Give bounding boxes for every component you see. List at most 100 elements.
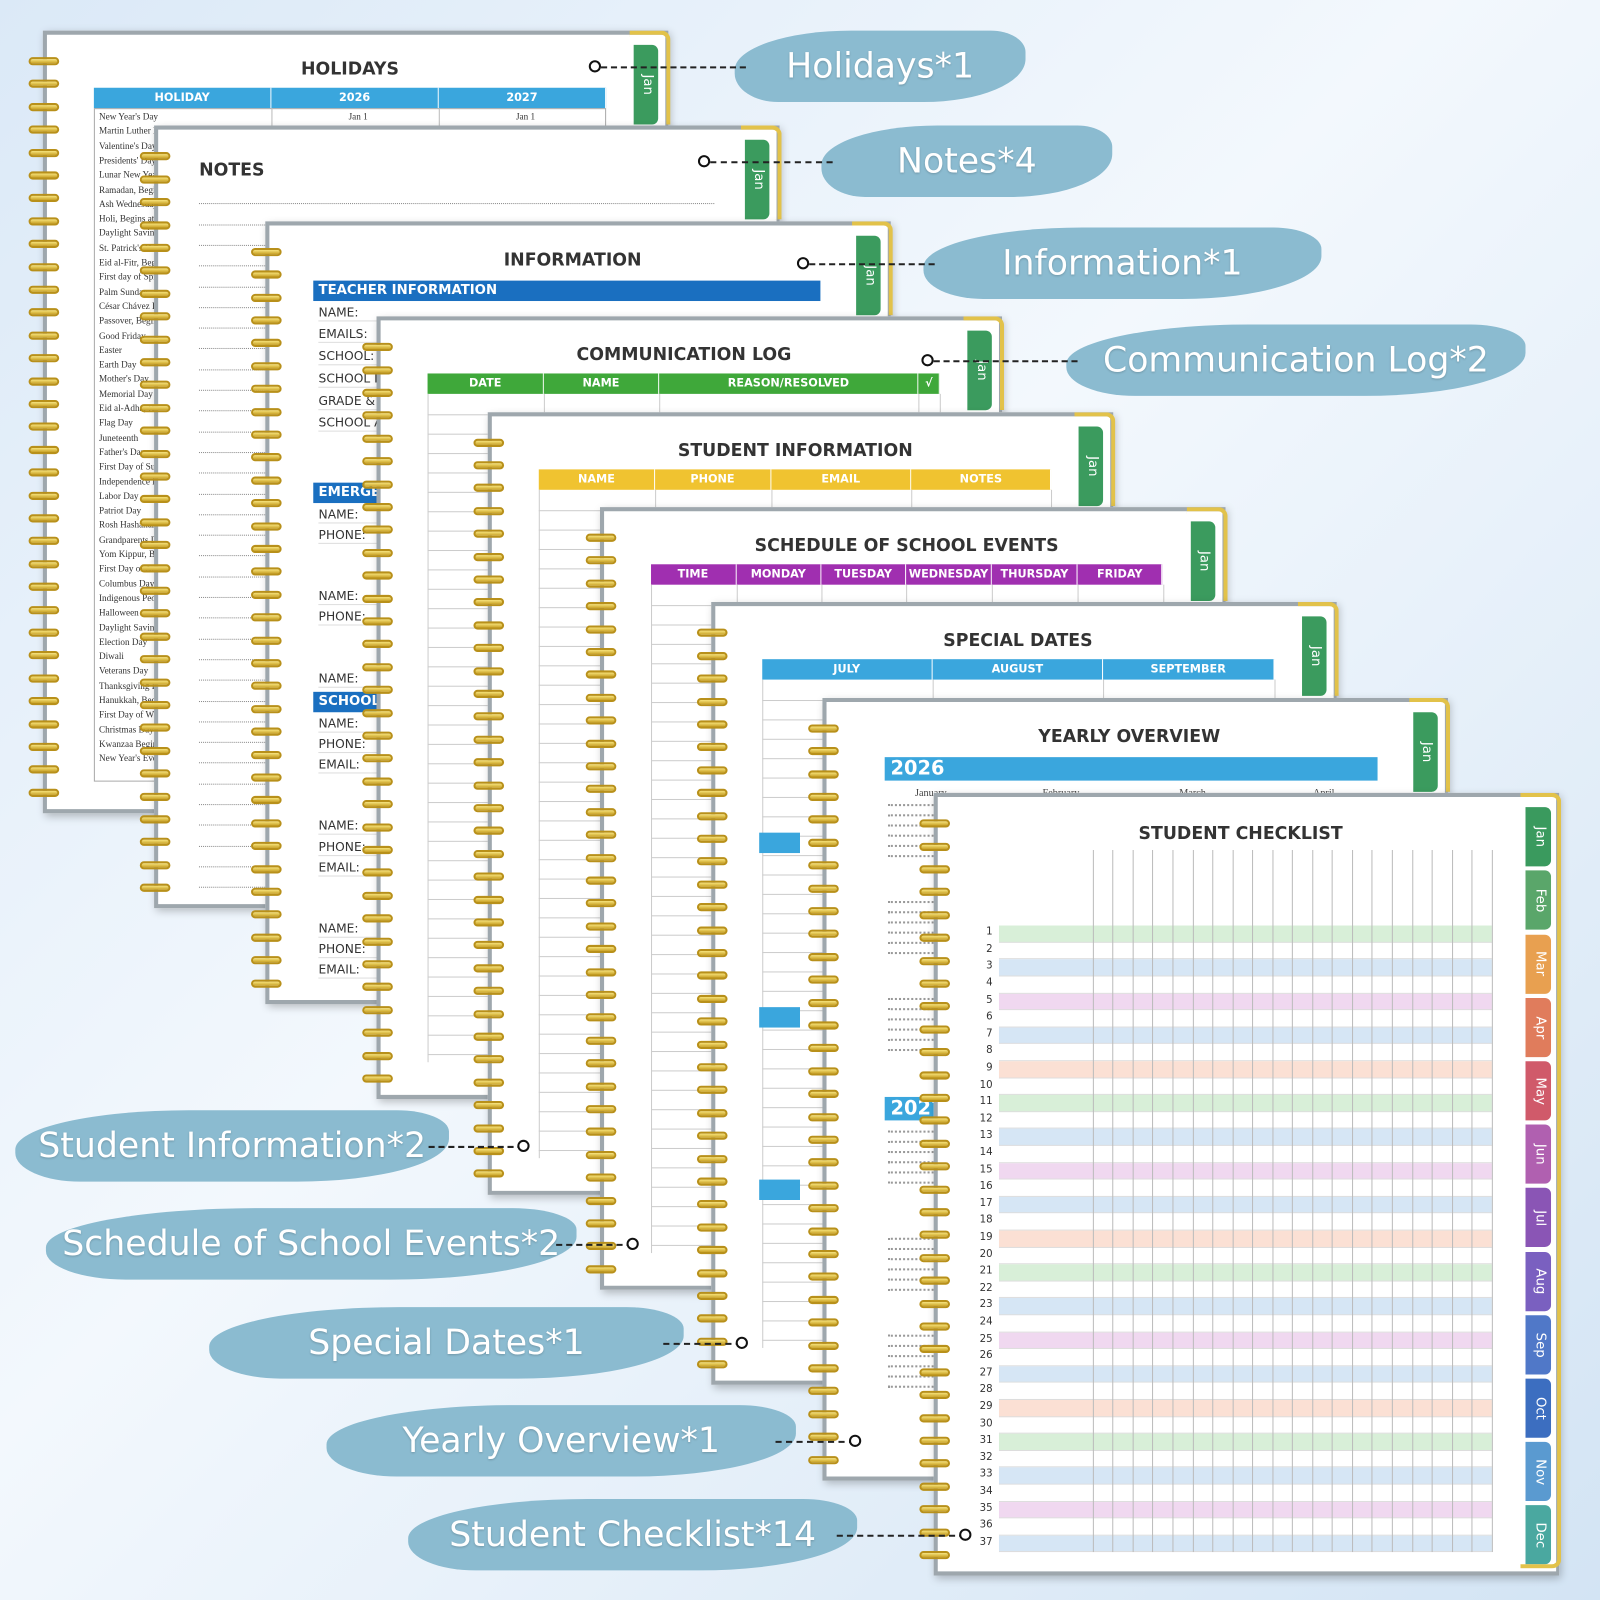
spiral-coil	[807, 1318, 839, 1327]
spiral-coil	[585, 1105, 616, 1114]
field-label: PHONE:	[318, 609, 366, 624]
spiral-coil	[919, 1162, 950, 1171]
spiral-coil	[139, 586, 171, 595]
spiral-coil	[585, 1196, 616, 1205]
spiral-coil	[362, 365, 394, 375]
spiral-coil	[585, 1036, 616, 1045]
checklist-row	[998, 1501, 1492, 1519]
spiral-coil	[585, 1059, 616, 1068]
spiral-coil	[919, 1253, 950, 1263]
spiral-coil	[251, 796, 282, 805]
connector-line	[710, 161, 833, 164]
tab-bookmark	[1297, 602, 1339, 697]
connector-line	[428, 1145, 524, 1148]
spiral-coil	[139, 449, 171, 458]
spiral-coil	[919, 1436, 950, 1445]
checklist-row	[998, 1010, 1492, 1028]
page-title: YEARLY OVERVIEW	[1038, 726, 1221, 747]
spiral-coil	[251, 864, 282, 874]
spiral-coil	[139, 152, 171, 161]
month-tab: Jan	[967, 330, 993, 411]
column-header: FRIDAY	[1077, 564, 1163, 585]
spiral-coil	[919, 842, 950, 851]
checklist-row	[998, 1145, 1492, 1163]
checklist-row	[998, 1061, 1492, 1079]
page-title: STUDENT CHECKLIST	[1138, 823, 1343, 845]
column-header: MONDAY	[736, 564, 822, 585]
checklist-column-line	[1272, 850, 1274, 1553]
holiday-cell: Jan 1	[348, 111, 368, 122]
row-number: 24	[979, 1316, 993, 1328]
spiral-coil	[473, 849, 505, 858]
spiral-coil	[585, 785, 616, 794]
spiral-coil	[28, 262, 60, 272]
spiral-coil	[807, 1249, 839, 1259]
spiral-coil	[28, 148, 60, 157]
spiral-coil	[696, 743, 728, 752]
spiral-coil	[919, 1276, 950, 1285]
field-label: PHONE:	[318, 527, 366, 542]
spiral-coil	[28, 651, 60, 660]
tab-bookmark	[1074, 411, 1116, 506]
column-header: JULY	[761, 659, 933, 680]
connector-dot	[588, 60, 602, 73]
spiral-coil	[807, 1455, 839, 1464]
spiral-coil	[251, 384, 282, 394]
checklist-row	[998, 1433, 1492, 1451]
spiral-coil	[473, 895, 505, 904]
checklist-column-line	[1431, 850, 1433, 1553]
grid-column-line	[650, 584, 652, 1254]
checklist-row	[998, 1518, 1492, 1536]
checklist-row	[998, 1315, 1492, 1333]
spiral-coil	[919, 933, 950, 943]
spiral-coil	[251, 567, 282, 576]
checklist-row	[998, 1383, 1492, 1400]
page-title: SPECIAL DATES	[943, 631, 1093, 652]
tab-bookmark	[1408, 697, 1450, 792]
row-number: 1	[986, 926, 993, 938]
spiral-coil	[919, 979, 950, 988]
month-tab: Jul	[1525, 1188, 1551, 1248]
page-title: SCHEDULE OF SCHOOL EVENTS	[754, 535, 1059, 557]
field-label: SCHOOL:	[318, 349, 375, 364]
checklist-row	[998, 1213, 1492, 1231]
spiral-coil	[585, 1082, 616, 1091]
spiral-coil	[696, 1131, 728, 1140]
spiral-coil	[585, 807, 616, 817]
spiral-coil	[807, 884, 839, 893]
tab-bookmark	[963, 316, 1005, 411]
checklist-row	[998, 942, 1492, 960]
spiral-coil	[362, 594, 394, 603]
spiral-coil	[139, 289, 171, 298]
row-number: 15	[979, 1163, 993, 1176]
row-number: 36	[979, 1519, 993, 1531]
spiral-coil	[919, 1505, 950, 1514]
spiral-coil	[251, 956, 282, 965]
row-number: 33	[979, 1468, 993, 1480]
field-label: PHONE:	[318, 942, 366, 957]
column-header: DATE	[427, 373, 544, 395]
spiral-coil	[585, 602, 616, 611]
connector-dot	[848, 1434, 862, 1447]
holiday-name: Ash Wednesday	[98, 198, 159, 209]
column-header: AUGUST	[932, 659, 1104, 680]
month-tab: Oct	[1525, 1378, 1551, 1438]
spiral-coil	[473, 918, 505, 927]
spiral-coil	[28, 285, 60, 294]
holiday-name: Flag Day	[98, 417, 133, 428]
spiral-coil	[473, 1055, 505, 1064]
holiday-name: Diwali	[98, 651, 124, 662]
spiral-coil	[28, 514, 60, 523]
page-title: INFORMATION	[503, 249, 642, 271]
spiral-coil	[919, 1459, 950, 1468]
spiral-coil	[696, 857, 728, 866]
spiral-coil	[807, 815, 839, 824]
page-title: HOLIDAYS	[300, 59, 399, 80]
checklist-column-line	[1252, 850, 1254, 1553]
spiral-coil	[585, 533, 616, 542]
spiral-coil	[251, 887, 282, 896]
holiday-name: Memorial Day	[98, 388, 153, 399]
checklist-row	[998, 1467, 1492, 1485]
spiral-coil	[696, 1314, 728, 1323]
